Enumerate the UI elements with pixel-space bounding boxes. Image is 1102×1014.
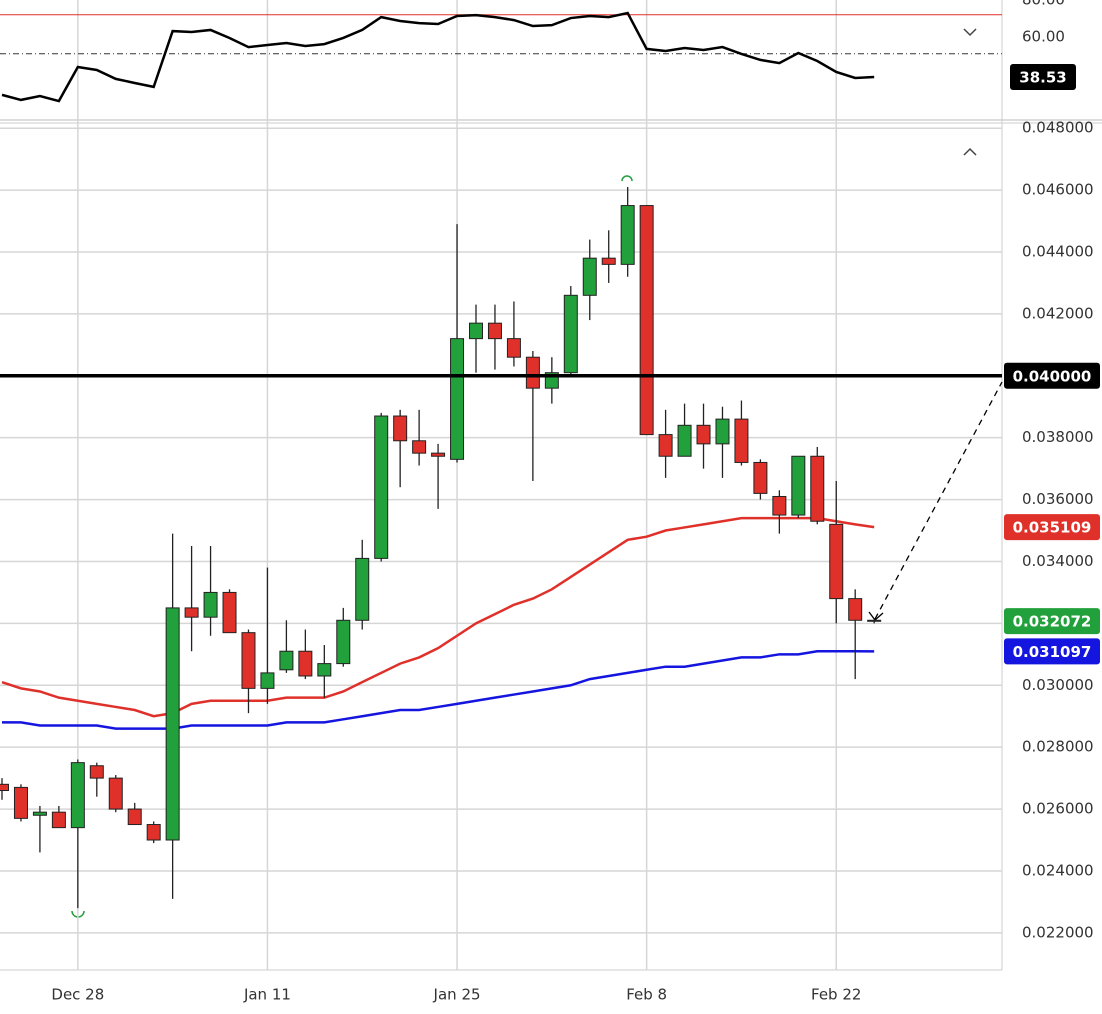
candle-body — [582, 257, 597, 296]
y-tick-label: 80.00 — [1022, 0, 1065, 8]
candle-body — [525, 356, 540, 389]
candle-body — [260, 672, 275, 689]
candle-body — [696, 424, 711, 445]
moving-average — [2, 649, 875, 730]
candle-body — [184, 607, 199, 618]
candle-body — [791, 455, 806, 516]
candle-body — [753, 461, 768, 494]
candle-body — [317, 663, 332, 677]
y-tick-label: 0.026000 — [1022, 800, 1094, 818]
rsi-line — [1, 11, 875, 103]
expand-button[interactable] — [963, 147, 977, 156]
candle-body — [298, 650, 313, 677]
price-badge — [1004, 514, 1100, 541]
candle-body — [279, 650, 294, 671]
candle-body — [431, 452, 446, 457]
candle-body — [620, 205, 635, 265]
candle-body — [506, 338, 521, 358]
candle-body — [0, 783, 9, 791]
y-tick-label: 0.044000 — [1022, 242, 1094, 260]
candle-body — [393, 415, 408, 442]
candle-body — [450, 338, 465, 460]
x-tick-label: Feb 8 — [626, 986, 667, 1004]
candle-body — [487, 322, 502, 340]
candle-body — [829, 523, 844, 600]
price-badge-text: 0.031097 — [1013, 643, 1092, 661]
candle-body — [70, 762, 85, 829]
candle-body — [89, 765, 104, 779]
y-tick-label: 0.030000 — [1022, 676, 1094, 694]
y-tick-label: 0.038000 — [1022, 428, 1094, 446]
candle-body — [601, 257, 616, 265]
candle-body — [222, 591, 237, 634]
candle-body — [336, 619, 351, 665]
candle-body — [146, 824, 161, 841]
rsi-value-badge-text: 38.53 — [1019, 68, 1066, 86]
candle-body — [32, 811, 47, 816]
rsi-value-badge — [1010, 63, 1076, 90]
candle-body — [51, 811, 66, 829]
x-tick-label: Feb 22 — [811, 986, 861, 1004]
candle-body — [848, 598, 863, 621]
candle-body — [469, 322, 483, 340]
y-tick-label: 0.042000 — [1022, 304, 1094, 322]
candle-body — [412, 440, 427, 454]
x-tick-label: Dec 28 — [51, 986, 104, 1004]
projection-line — [874, 381, 1003, 620]
candle-body — [715, 418, 730, 445]
candle-body — [203, 591, 218, 618]
y-tick-label: 0.024000 — [1022, 861, 1094, 879]
price-badge-text: 0.035109 — [1013, 519, 1092, 537]
candle-body — [108, 777, 123, 810]
y-tick-label: 0.028000 — [1022, 738, 1094, 756]
candle-body — [772, 495, 787, 516]
candle-body — [810, 455, 825, 522]
y-tick-label: 0.036000 — [1022, 490, 1094, 508]
price-badge — [1004, 638, 1100, 665]
x-tick-label: Jan 11 — [243, 986, 291, 1004]
candle-body — [734, 418, 749, 463]
candle-body — [241, 632, 256, 689]
x-tick-label: Jan 25 — [433, 986, 481, 1004]
candle-body — [355, 557, 370, 621]
price-badge — [1004, 608, 1100, 635]
y-tick-label: 0.046000 — [1022, 181, 1094, 199]
candle-body — [563, 294, 578, 374]
candle-body — [639, 205, 654, 436]
collapse-button[interactable] — [963, 28, 977, 37]
y-tick-label: 60.00 — [1022, 28, 1065, 46]
y-tick-label: 0.034000 — [1022, 552, 1094, 570]
y-tick-label: 0.048000 — [1022, 119, 1094, 137]
candle-body — [13, 786, 28, 819]
candle-body — [677, 424, 692, 457]
level-badge-text: 0.040000 — [1013, 367, 1092, 385]
candle-body — [374, 415, 389, 559]
candle-body — [658, 434, 673, 457]
candle-body — [867, 619, 882, 622]
high-marker — [621, 175, 633, 182]
candle-body — [127, 808, 142, 826]
candle-body — [165, 607, 180, 841]
moving-average — [1, 516, 875, 718]
level-badge — [1004, 362, 1100, 389]
price-badge-text: 0.032072 — [1013, 613, 1092, 631]
y-tick-label: 0.022000 — [1022, 923, 1094, 941]
